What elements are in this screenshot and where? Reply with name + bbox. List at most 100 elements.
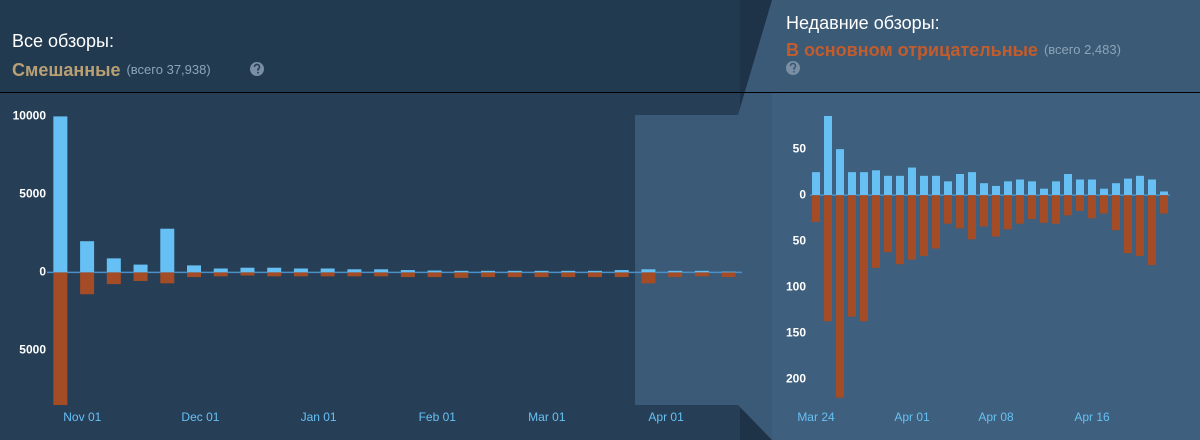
bar	[534, 270, 549, 273]
bar	[213, 272, 228, 277]
rating: В основном отрицательные	[786, 40, 1038, 60]
bar	[1160, 195, 1168, 214]
right-header	[772, 0, 1200, 92]
bar	[240, 267, 255, 273]
summary: В основном отрицательные (всего 2,483)	[786, 40, 1121, 60]
bar	[956, 173, 964, 196]
bar	[133, 272, 148, 281]
x-tick-label: Apr 16	[1074, 410, 1110, 424]
bar	[106, 272, 121, 285]
bar	[1088, 179, 1096, 196]
y-tick-label: 200	[786, 371, 806, 385]
x-tick-label: Apr 08	[978, 410, 1014, 424]
bar	[187, 272, 202, 278]
bar	[1004, 181, 1012, 196]
bar	[1100, 195, 1108, 214]
x-tick-label: Dec 01	[181, 410, 219, 424]
bar	[1028, 195, 1036, 220]
bar	[944, 195, 952, 224]
bar	[920, 195, 928, 256]
y-tick-label: 10000	[13, 109, 47, 123]
bar	[872, 195, 880, 268]
bar	[920, 175, 928, 196]
x-tick-label: Nov 01	[63, 410, 101, 424]
bar	[400, 270, 415, 273]
bar	[481, 270, 496, 273]
bar	[213, 268, 228, 273]
y-tick-label: 5000	[19, 343, 46, 357]
bar	[133, 264, 148, 273]
title: Недавние обзоры:	[786, 13, 940, 33]
bar	[848, 195, 856, 317]
bar	[1052, 181, 1060, 196]
bar	[1016, 179, 1024, 196]
bar	[80, 241, 95, 273]
bar	[187, 265, 202, 273]
bar	[812, 195, 820, 222]
bar	[347, 269, 362, 273]
bar	[694, 272, 709, 277]
bar	[968, 172, 976, 196]
bar	[1160, 191, 1168, 196]
bar	[1148, 179, 1156, 196]
bar	[427, 270, 442, 273]
bar	[320, 272, 335, 277]
bar	[992, 185, 1000, 196]
bar	[1040, 195, 1048, 223]
y-tick-label: 150	[786, 325, 806, 339]
bar	[1088, 195, 1096, 219]
bar	[374, 269, 389, 273]
bar	[427, 272, 442, 278]
bar	[534, 272, 549, 278]
bar	[932, 195, 940, 249]
bar	[872, 170, 880, 196]
bar	[507, 270, 522, 273]
bar	[908, 195, 916, 260]
y-tick-label: 50	[793, 233, 807, 247]
bar	[160, 228, 175, 273]
bar	[980, 195, 988, 227]
bar	[1040, 188, 1048, 196]
left-header	[0, 0, 740, 92]
bar	[53, 272, 68, 405]
bar	[896, 195, 904, 265]
bar	[1028, 181, 1036, 196]
bar	[836, 195, 844, 398]
bar	[668, 272, 683, 278]
bar	[587, 272, 602, 278]
bar	[884, 195, 892, 253]
bar	[956, 195, 964, 229]
bar	[1076, 179, 1084, 196]
bar	[1124, 195, 1132, 254]
bar	[320, 268, 335, 273]
bar	[992, 195, 1000, 237]
bar	[267, 267, 282, 273]
bar	[454, 272, 469, 278]
bar	[400, 272, 415, 278]
bar	[932, 175, 940, 196]
bar	[454, 270, 469, 273]
bar	[1136, 175, 1144, 196]
x-tick-label: Jan 01	[301, 410, 337, 424]
bar	[1148, 195, 1156, 266]
bar	[293, 272, 308, 277]
help-icon[interactable]	[786, 61, 800, 75]
bar	[1016, 195, 1024, 224]
bar	[53, 116, 68, 273]
y-tick-label: 0	[799, 187, 806, 201]
help-icon[interactable]	[250, 62, 264, 76]
bar	[1076, 195, 1084, 211]
bar	[1064, 173, 1072, 196]
bar	[1064, 195, 1072, 216]
left-panel	[0, 93, 740, 440]
total: (всего 37,938)	[126, 62, 210, 77]
zoom-connector	[738, 0, 772, 440]
bar	[374, 272, 389, 277]
bar	[1112, 183, 1120, 196]
x-tick-label: Apr 01	[894, 410, 930, 424]
x-tick-label: Feb 01	[419, 410, 457, 424]
bar	[980, 183, 988, 196]
bar	[668, 270, 683, 273]
title: Все обзоры:	[12, 31, 114, 51]
x-tick-label: Mar 24	[797, 410, 835, 424]
